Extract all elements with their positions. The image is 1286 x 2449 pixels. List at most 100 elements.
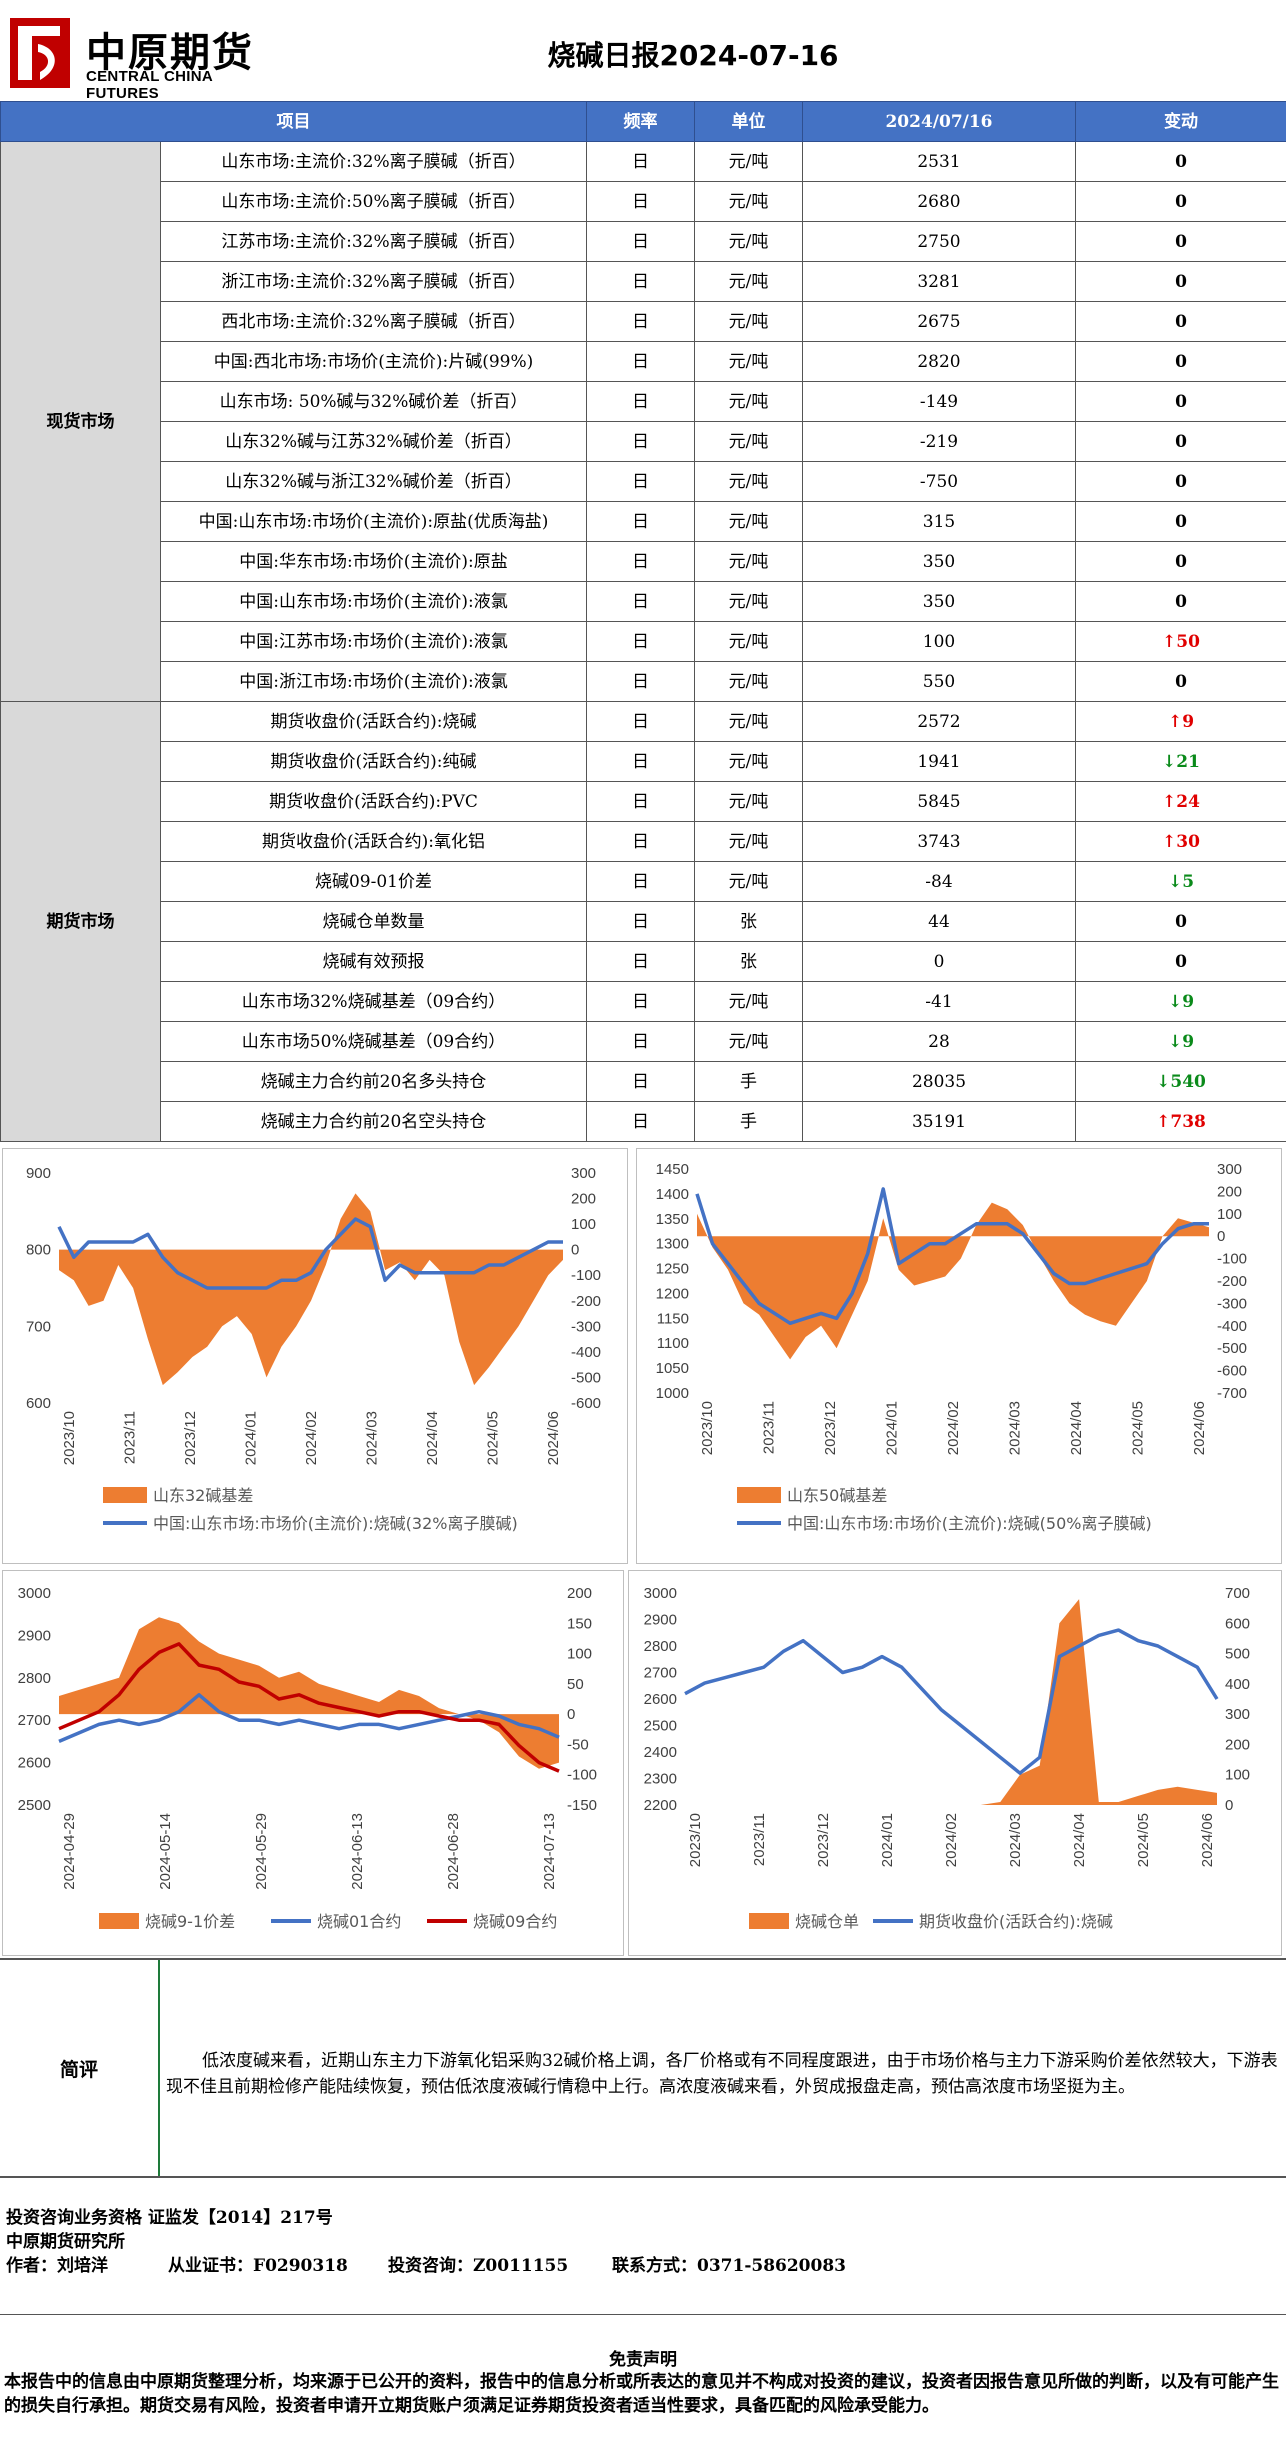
contact-info: 联系方式：0371-58620083 <box>612 2256 846 2276</box>
y-right-tick-label: 200 <box>1217 1183 1242 1200</box>
row-unit: 元/吨 <box>694 741 803 782</box>
row-value: 3743 <box>802 821 1076 862</box>
table-row: 山东32%碱与浙江32%碱价差（折百）日元/吨 -750 0 <box>1 461 1286 502</box>
row-item: 中国:浙江市场:市场价(主流价):液氯 <box>160 661 587 702</box>
row-unit: 手 <box>694 1061 803 1102</box>
y-right-tick-label: 200 <box>567 1585 592 1602</box>
row-frequency: 日 <box>586 821 695 862</box>
row-frequency: 日 <box>586 381 695 422</box>
row-value: 350 <box>802 581 1076 622</box>
row-value: 1941 <box>802 741 1076 782</box>
row-item: 烧碱有效预报 <box>160 941 587 982</box>
summary-text: 低浓度碱来看，近期山东主力下游氧化铝采购32碱价格上调，各厂价格或有不同程度跟进… <box>166 2051 1278 2097</box>
table-row: 山东市场: 50%碱与32%碱价差（折百）日元/吨 -149 0 <box>1 381 1286 422</box>
x-tick-label: 2024/03 <box>364 1411 381 1465</box>
row-value: 2531 <box>802 141 1076 182</box>
table-row: 山东市场32%烧碱基差（09合约）日元/吨 -41 ↓9 <box>1 981 1286 1022</box>
y-left-tick-label: 900 <box>26 1165 51 1182</box>
y-right-tick-label: 100 <box>571 1216 596 1233</box>
row-change: 0 <box>1075 301 1286 342</box>
row-unit: 元/吨 <box>694 221 803 262</box>
summary-section: 简评 低浓度碱来看，近期山东主力下游氧化铝采购32碱价格上调，各厂价格或有不同程… <box>0 1958 1286 2178</box>
report-header: 中原期货 CENTRAL CHINA FUTURES 烧碱日报2024-07-1… <box>0 0 1286 102</box>
table-row: 中国:浙江市场:市场价(主流价):液氯日元/吨 550 0 <box>1 661 1286 702</box>
row-frequency: 日 <box>586 341 695 382</box>
table-row: 现货市场 山东市场:主流价:32%离子膜碱（折百）日元/吨 2531 0 <box>0 141 1286 702</box>
row-change: ↑50 <box>1075 621 1286 662</box>
y-right-tick-label: 0 <box>571 1242 579 1259</box>
table-row: 西北市场:主流价:32%离子膜碱（折百）日元/吨 2675 0 <box>1 301 1286 342</box>
legend-label: 期货收盘价(活跃合约):烧碱 <box>919 1912 1113 1931</box>
chart-svg: 2200 2300 2400 2500 2600 2700 2800 2900 3000 0 100… <box>644 1585 1250 1931</box>
row-frequency: 日 <box>586 781 695 822</box>
x-tick-label: 2024/01 <box>884 1401 901 1455</box>
y-left-tick-label: 1450 <box>656 1161 689 1178</box>
x-tick-label: 2024/02 <box>943 1813 960 1867</box>
row-frequency: 日 <box>586 1061 695 1102</box>
y-right-tick-label: 200 <box>571 1191 596 1208</box>
report-title: 烧碱日报2024-07-16 <box>547 39 839 72</box>
y-left-tick-label: 1200 <box>656 1285 689 1302</box>
x-tick-label: 2024-05-29 <box>253 1813 270 1890</box>
x-tick-label: 2023/12 <box>182 1411 199 1465</box>
chart-svg: 1000105011001150120012501300135014001450… <box>656 1161 1247 1533</box>
legend-swatch <box>737 1487 781 1503</box>
y-right-tick-label: -500 <box>1217 1340 1247 1357</box>
row-item: 山东32%碱与浙江32%碱价差（折百） <box>160 461 587 502</box>
y-right-tick-label: -100 <box>567 1767 597 1784</box>
table-row: 烧碱主力合约前20名空头持仓日手 35191 ↑738 <box>1 1101 1286 1142</box>
row-frequency: 日 <box>586 861 695 902</box>
row-change: 0 <box>1075 181 1286 222</box>
row-value: -149 <box>802 381 1076 422</box>
row-value: 44 <box>802 901 1076 942</box>
line-series-2 <box>58 1642 560 1773</box>
row-unit: 元/吨 <box>694 701 803 742</box>
row-unit: 元/吨 <box>694 181 803 222</box>
row-unit: 元/吨 <box>694 341 803 382</box>
row-frequency: 日 <box>586 261 695 302</box>
table-row: 中国:江苏市场:市场价(主流价):液氯日元/吨 100 ↑50 <box>1 621 1286 662</box>
y-left-tick-label: 1000 <box>656 1385 689 1402</box>
chart-svg: 2500 2600 2700 2800 2900 3000 -150 -100 -50 0 50 10… <box>18 1585 597 1931</box>
row-unit: 元/吨 <box>694 461 803 502</box>
row-change: ↑738 <box>1075 1101 1286 1142</box>
y-right-tick-label: 0 <box>1225 1797 1233 1814</box>
row-change: 0 <box>1075 581 1286 622</box>
y-left-tick-label: 1400 <box>656 1186 689 1203</box>
x-tick-label: 2024/05 <box>1130 1401 1147 1455</box>
y-right-tick-label: -400 <box>1217 1318 1247 1335</box>
area-series-0 <box>697 1202 1209 1360</box>
y-right-tick-label: 150 <box>567 1615 592 1632</box>
legend-label: 烧碱09合约 <box>473 1912 557 1931</box>
y-right-tick-label: -200 <box>571 1293 601 1310</box>
row-change: 0 <box>1075 541 1286 582</box>
table-row: 山东32%碱与江苏32%碱价差（折百）日元/吨 -219 0 <box>1 421 1286 462</box>
x-tick-label: 2024/04 <box>1071 1813 1088 1867</box>
table-row: 期货收盘价(活跃合约):纯碱日元/吨 1941 ↓21 <box>1 741 1286 782</box>
table-row: 中国:山东市场:市场价(主流价):原盐(优质海盐) 日元/吨 315 0 <box>1 501 1286 542</box>
row-change: 0 <box>1075 221 1286 262</box>
y-right-tick-label: -100 <box>571 1267 601 1284</box>
row-frequency: 日 <box>586 501 695 542</box>
x-tick-label: 2024/04 <box>1068 1401 1085 1455</box>
row-value: 2820 <box>802 341 1076 382</box>
row-item: 期货收盘价(活跃合约):PVC <box>160 781 587 822</box>
row-change: 0 <box>1075 461 1286 502</box>
legend-label: 山东32碱基差 <box>153 1486 253 1505</box>
row-change: ↓9 <box>1075 1021 1286 1062</box>
y-left-tick-label: 600 <box>26 1395 51 1412</box>
row-value: -84 <box>802 861 1076 902</box>
y-right-tick-label: -500 <box>571 1369 601 1386</box>
row-change: 0 <box>1075 421 1286 462</box>
y-right-tick-label: -400 <box>571 1344 601 1361</box>
table-row: 山东市场50%烧碱基差（09合约）日元/吨 28 ↓9 <box>1 1021 1286 1062</box>
row-frequency: 日 <box>586 1101 695 1142</box>
y-right-tick-label: -300 <box>571 1318 601 1335</box>
row-frequency: 日 <box>586 541 695 582</box>
y-left-tick-label: 2900 <box>644 1612 677 1629</box>
row-frequency: 日 <box>586 421 695 462</box>
row-frequency: 日 <box>586 1021 695 1062</box>
y-left-tick-label: 1250 <box>656 1261 689 1278</box>
chart-warehouse-receipts: 2200 2300 2400 2500 2600 2700 2800 2900 3000 0 100… <box>628 1570 1282 1956</box>
table-row: 山东市场:主流价:50%离子膜碱（折百）日元/吨 2680 0 <box>1 181 1286 222</box>
